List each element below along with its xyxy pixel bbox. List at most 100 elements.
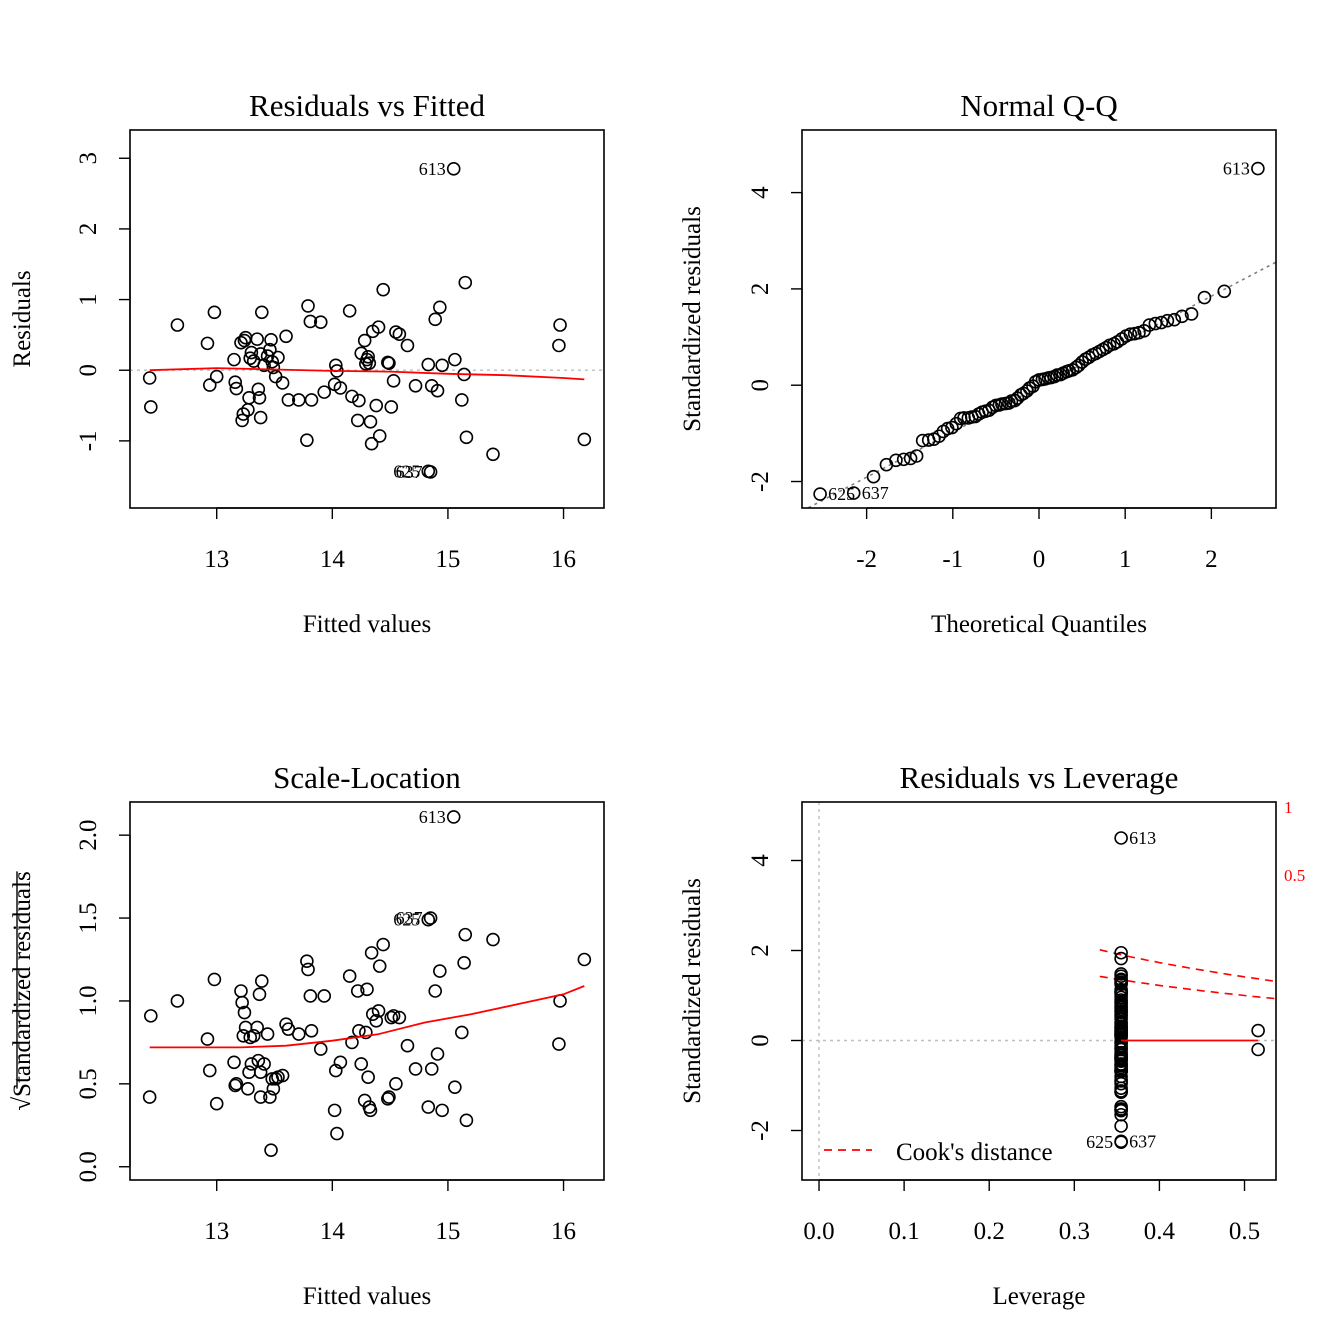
data-point — [1082, 350, 1096, 365]
data-point — [142, 1090, 157, 1104]
data-point — [200, 336, 215, 351]
data-point — [381, 1091, 395, 1106]
data-point — [372, 429, 387, 443]
y-tick-label: 0 — [75, 364, 102, 377]
data-point — [486, 447, 500, 462]
x-tick-label: 16 — [551, 1218, 576, 1245]
data-point — [251, 382, 266, 397]
point-label: 625 — [828, 484, 855, 504]
data-point — [1114, 831, 1128, 845]
point-label: 637 — [396, 908, 423, 928]
y-tick-label: 1 — [75, 293, 102, 306]
data-point — [144, 400, 158, 414]
data-point — [1251, 161, 1265, 176]
data-point — [1184, 307, 1199, 321]
panel-3: Scale-Location Fitted values √Standardized… — [9, 760, 605, 1310]
x-tick-label: 13 — [204, 546, 229, 573]
data-point — [202, 378, 217, 392]
data-point — [252, 390, 267, 405]
data-point — [364, 436, 379, 451]
data-point — [300, 433, 314, 447]
x-tick-label: 1 — [1119, 546, 1132, 573]
data-point — [577, 432, 592, 447]
data-point — [846, 486, 861, 500]
point-label: 637 — [862, 483, 889, 503]
cooks-label-0.5: 0.5 — [1284, 866, 1305, 885]
data-point — [268, 1072, 283, 1086]
data-point — [235, 995, 249, 1010]
point-label: 613 — [419, 159, 446, 179]
data-point — [327, 1103, 342, 1118]
x-tick-label: 16 — [551, 546, 576, 573]
data-point — [360, 982, 374, 997]
data-point — [896, 452, 911, 467]
data-point — [227, 1055, 241, 1070]
x-tick-label: 0.0 — [803, 1218, 834, 1245]
data-point — [400, 1038, 415, 1053]
legend-label: Cook's distance — [896, 1139, 1053, 1166]
data-point — [1114, 1134, 1128, 1149]
plot-area — [806, 161, 1276, 508]
data-point — [350, 984, 365, 998]
data-point — [275, 376, 290, 390]
plot-area — [802, 802, 1276, 1180]
data-point — [428, 312, 443, 327]
data-point — [170, 318, 185, 332]
data-point — [328, 1063, 343, 1078]
data-point — [352, 393, 366, 408]
data-point — [1075, 355, 1089, 369]
data-point — [433, 964, 447, 978]
x-tick-label: 14 — [320, 1218, 346, 1245]
data-point — [291, 1027, 306, 1041]
data-point — [889, 453, 903, 468]
point-label: 625 — [393, 910, 420, 930]
data-point — [424, 1062, 439, 1076]
y-tick-label: 1.0 — [75, 985, 102, 1016]
x-tick-label: 15 — [435, 1218, 460, 1245]
data-point — [350, 413, 365, 428]
data-point — [229, 1077, 244, 1091]
cooks-label-1: 1 — [1284, 798, 1293, 817]
panel-4: Residuals vs Leverage Leverage Standardize… — [679, 760, 1305, 1310]
x-tick-label: 13 — [204, 1218, 229, 1245]
data-point — [301, 299, 315, 313]
data-point — [209, 1096, 224, 1111]
data-point — [357, 333, 372, 348]
smooth-line — [149, 985, 585, 1049]
data-point — [242, 390, 256, 405]
data-point — [363, 415, 378, 429]
data-point — [371, 320, 386, 334]
cooks-distance-1-curve — [1099, 949, 1275, 982]
cooks-distance-0.5-curve — [1099, 975, 1275, 1000]
x-tick-label: 0.5 — [1229, 1218, 1260, 1245]
plot-frame — [129, 129, 605, 509]
data-point — [303, 314, 318, 329]
data-point — [1114, 1107, 1128, 1122]
data-point — [313, 1042, 328, 1056]
data-point — [553, 318, 567, 332]
data-point — [300, 954, 314, 968]
data-point — [1197, 290, 1212, 305]
data-point — [301, 962, 315, 977]
data-point — [448, 352, 462, 367]
data-point — [254, 305, 269, 320]
data-point — [254, 974, 269, 988]
x-axis-label: Leverage — [993, 1283, 1086, 1310]
data-point — [236, 1028, 251, 1043]
x-tick-label: 15 — [435, 546, 460, 573]
plot-frame — [801, 801, 1277, 1181]
data-point — [209, 369, 224, 384]
data-point — [246, 1028, 261, 1043]
x-axis-label: Fitted values — [303, 1283, 431, 1310]
data-point — [486, 932, 500, 947]
point-label: 613 — [419, 807, 446, 827]
data-point — [228, 375, 243, 390]
data-point — [1110, 335, 1125, 349]
data-point — [423, 911, 438, 925]
data-point — [382, 1090, 396, 1104]
chart-title: Normal Q-Q — [960, 88, 1118, 123]
data-point — [1114, 951, 1128, 966]
data-point — [281, 393, 296, 407]
data-point — [909, 449, 924, 463]
data-point — [266, 1082, 281, 1096]
